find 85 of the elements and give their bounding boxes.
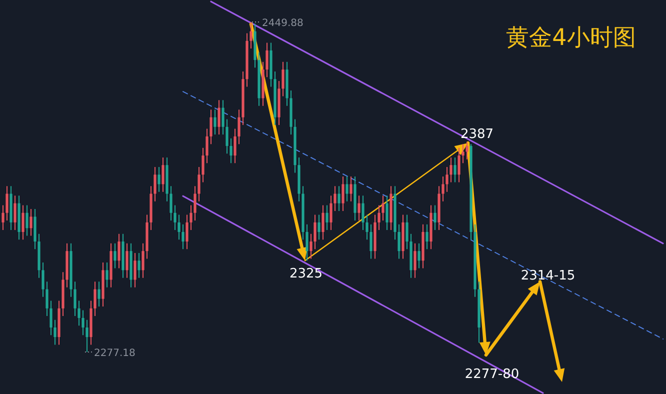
candlestick xyxy=(338,186,340,212)
candlestick xyxy=(318,214,320,240)
candlestick xyxy=(398,224,400,260)
candlestick xyxy=(198,166,200,202)
candlestick xyxy=(226,118,228,154)
candlestick xyxy=(22,204,24,240)
candlestick xyxy=(26,204,28,236)
annotation: 2387 xyxy=(460,127,494,142)
candlestick xyxy=(142,242,144,278)
candlestick xyxy=(450,156,452,183)
candlestick xyxy=(206,128,208,164)
candlestick xyxy=(30,208,32,236)
candlestick xyxy=(234,128,236,164)
annotation: 2325 xyxy=(289,266,323,282)
candlestick xyxy=(54,319,56,346)
annotation: 2449.88 xyxy=(262,18,304,29)
candlestick xyxy=(326,204,328,231)
candlestick xyxy=(126,242,128,278)
candlestick xyxy=(174,204,176,231)
candlestick xyxy=(134,252,136,288)
candlestick xyxy=(306,224,308,262)
candlestick xyxy=(106,262,108,288)
candlestick xyxy=(350,176,352,202)
candlestick xyxy=(78,300,80,326)
candlestick xyxy=(218,100,220,136)
candlestick xyxy=(310,233,312,260)
candlestick xyxy=(210,109,212,145)
candlestick xyxy=(186,214,188,250)
candlestick xyxy=(314,214,316,250)
candlestick xyxy=(378,204,380,231)
candlestick xyxy=(86,319,88,352)
candlestick xyxy=(330,195,332,231)
candlestick xyxy=(414,242,416,278)
candlestick xyxy=(418,242,420,269)
candlestick xyxy=(194,186,196,221)
candlestick xyxy=(162,156,164,192)
candlestick xyxy=(6,186,8,221)
candlestick xyxy=(250,22,252,50)
candlestick xyxy=(462,144,464,164)
candlestick xyxy=(158,166,160,192)
annotation: 2277.18 xyxy=(94,348,136,359)
candlestick xyxy=(238,109,240,145)
candlestick xyxy=(94,281,96,317)
candlestick xyxy=(42,262,44,298)
candlestick xyxy=(170,186,172,221)
candlestick xyxy=(442,176,444,202)
candlestick xyxy=(114,242,116,269)
candlestick xyxy=(50,300,52,336)
candlestick xyxy=(214,109,216,136)
candlestick xyxy=(458,147,460,183)
candlestick xyxy=(202,147,204,183)
candlestick xyxy=(334,186,336,212)
candlestick xyxy=(74,281,76,317)
candlestick xyxy=(358,195,360,221)
candlestick xyxy=(118,233,120,269)
candlestick xyxy=(138,252,140,278)
candlestick xyxy=(266,42,268,78)
candlestick xyxy=(446,166,448,192)
candlestick xyxy=(154,166,156,202)
candlestick xyxy=(322,204,324,240)
candlestick xyxy=(14,195,16,231)
candlestick xyxy=(282,61,284,97)
chart-title: 黄金4小时图 xyxy=(506,25,636,51)
candlestick xyxy=(362,195,364,231)
candlestick xyxy=(366,214,368,240)
candlestick xyxy=(346,176,348,202)
candlestick xyxy=(406,214,408,250)
candlestick xyxy=(370,224,372,260)
candlestick xyxy=(2,204,4,231)
candlestick xyxy=(342,176,344,212)
annotation: 2314-15 xyxy=(520,268,576,284)
candlestick xyxy=(46,281,48,317)
candlestick xyxy=(82,310,84,336)
candlestick xyxy=(466,142,468,160)
candlestick xyxy=(222,100,224,136)
candlestick xyxy=(190,204,192,231)
candlestick xyxy=(230,138,232,164)
candlestick xyxy=(382,195,384,221)
candlestick xyxy=(386,195,388,231)
candlestick xyxy=(434,204,436,231)
candlestick xyxy=(178,214,180,240)
candlestick xyxy=(426,224,428,250)
candlestick xyxy=(182,224,184,250)
candlestick xyxy=(98,281,100,307)
candlestick xyxy=(454,156,456,183)
